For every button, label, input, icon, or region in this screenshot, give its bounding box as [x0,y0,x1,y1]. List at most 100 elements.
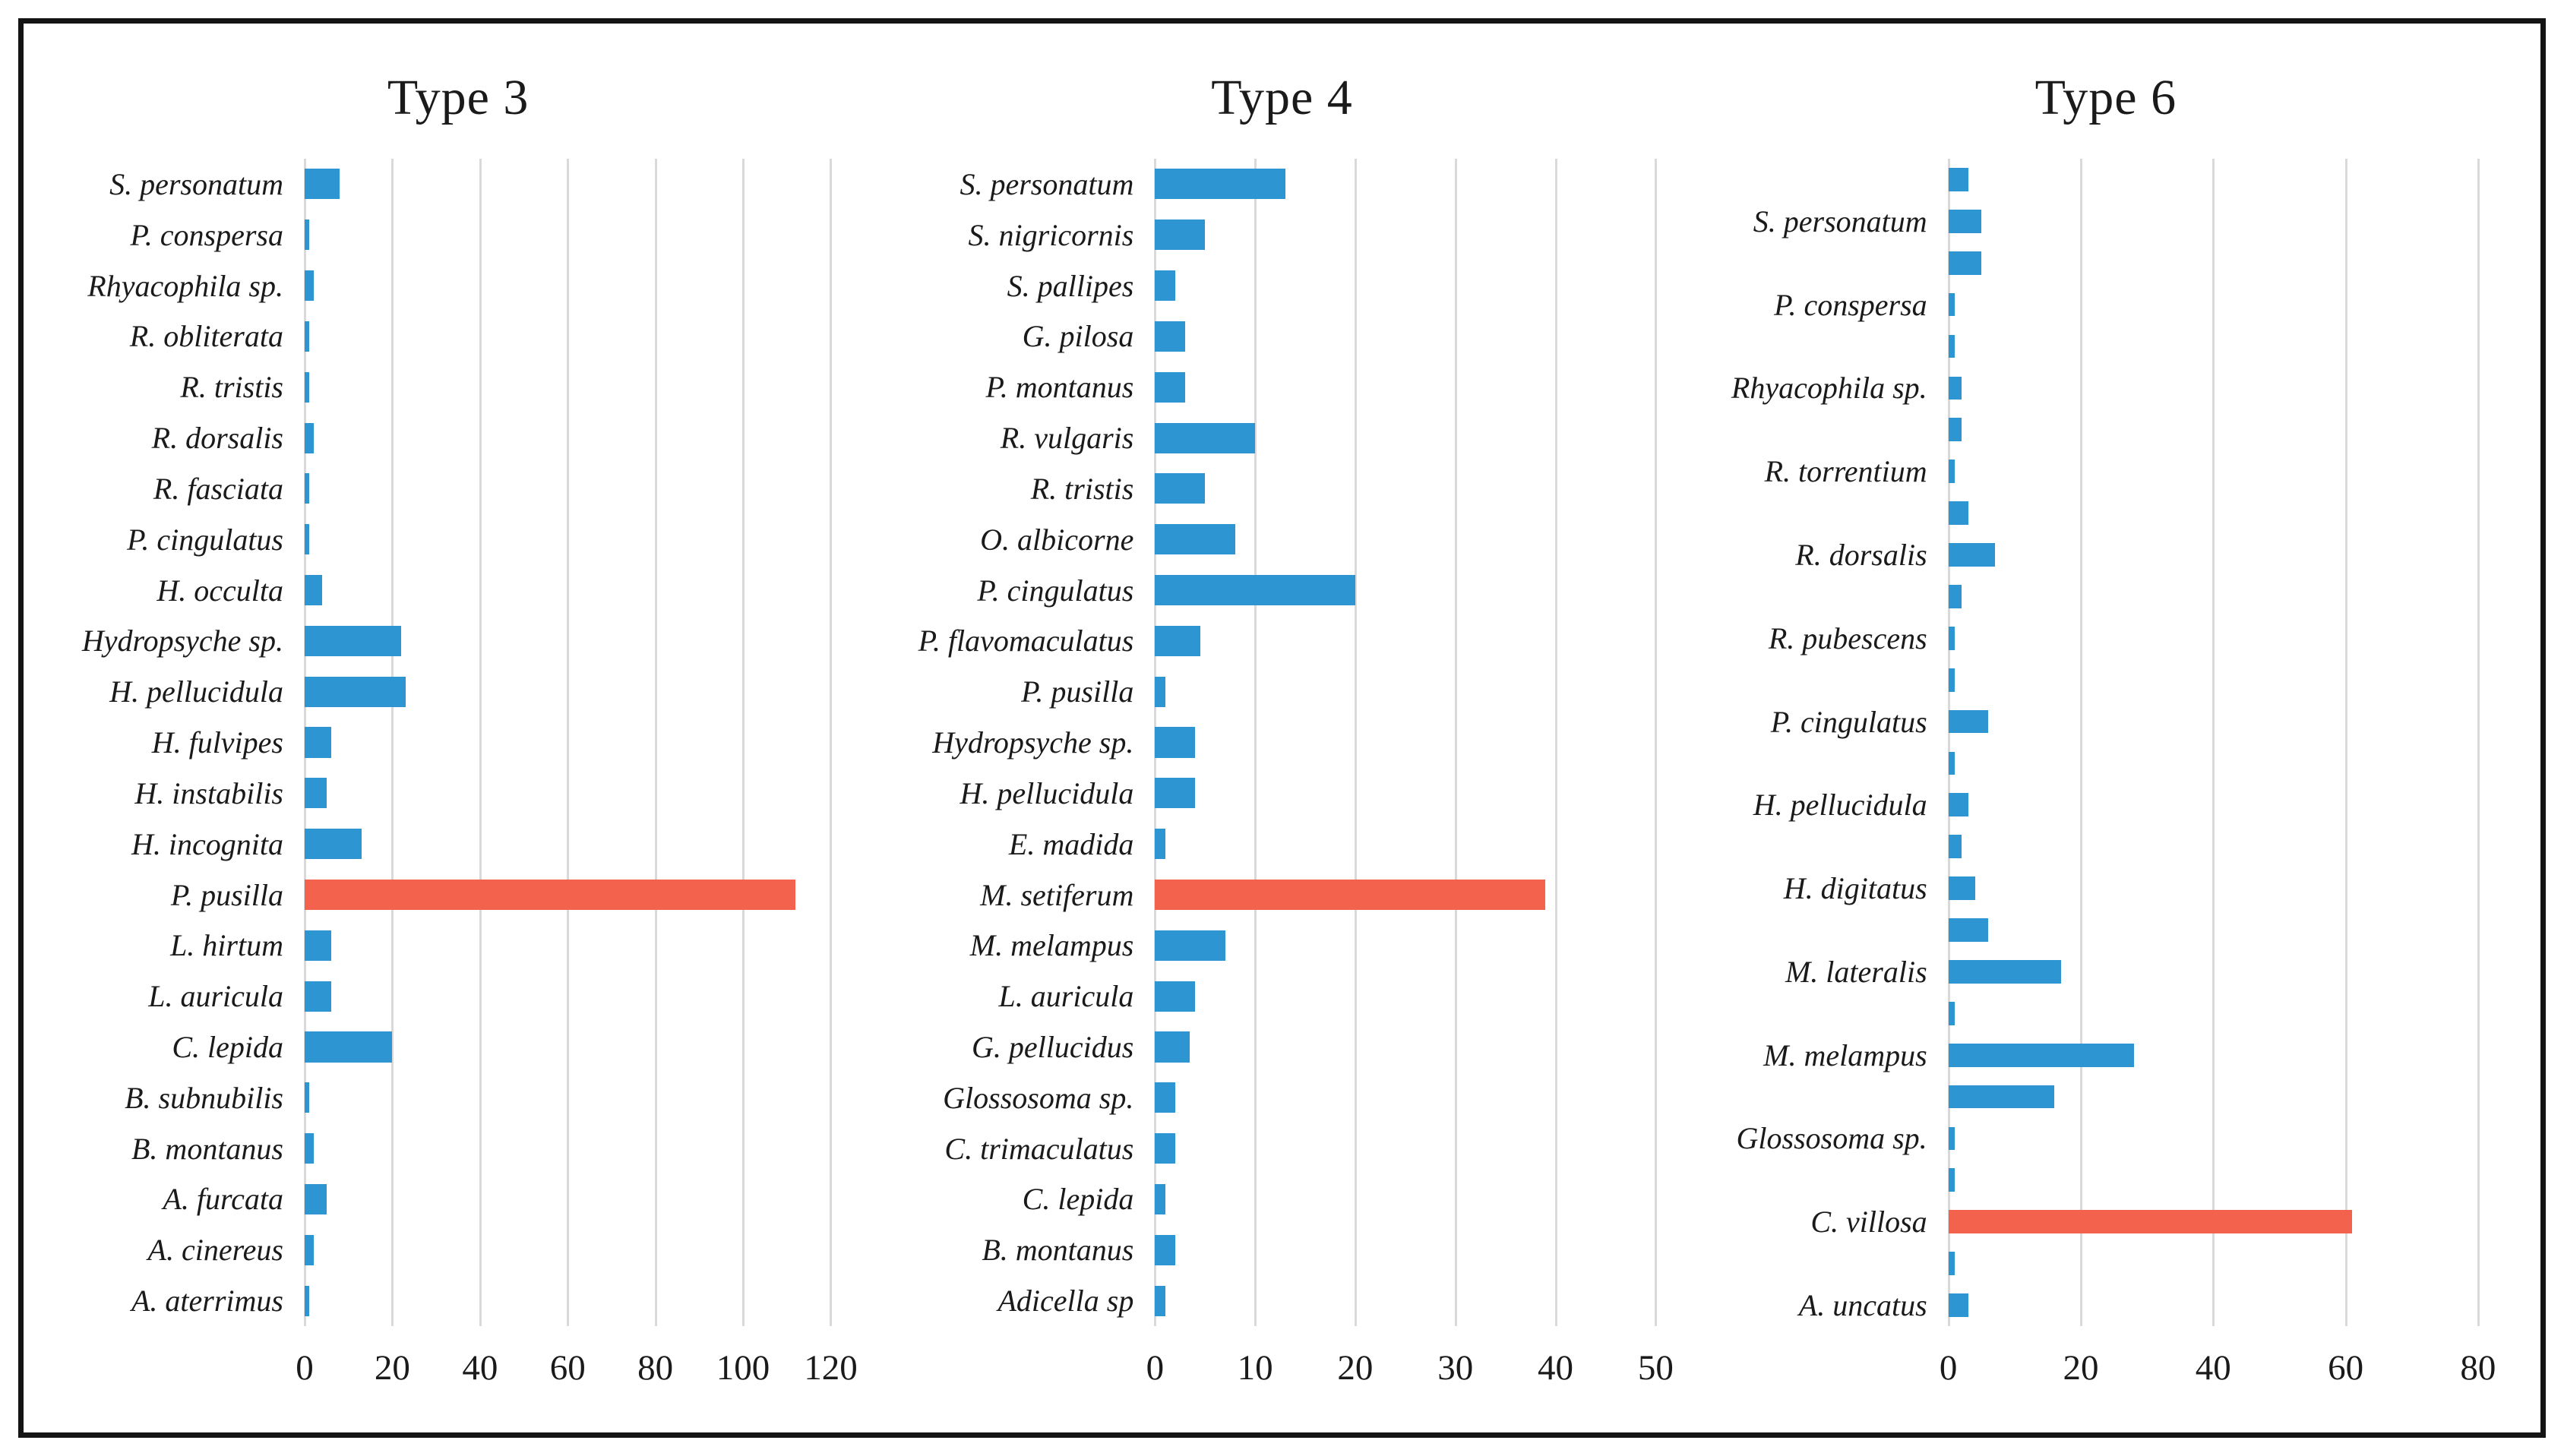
bar-r-dorsalis [1948,543,1995,567]
bar-row [1155,819,1678,870]
bar-hydropsyche-sp. [305,625,401,656]
species-label: R. fasciata [153,471,283,506]
bar-b-montanus [1155,1234,1175,1265]
bar-row [1155,311,1678,362]
species-label: S. personatum [1753,204,1927,238]
species-label: R. vulgaris [1000,421,1134,456]
bar-row [1948,1034,2502,1076]
x-tick-label: 100 [716,1348,770,1388]
bar-row [1155,565,1678,616]
species-label: R. dorsalis [151,421,283,456]
bar-g-pellucidus [1155,1031,1190,1063]
bar-row [1948,659,2502,701]
bar-row [305,261,855,311]
bar-row [1155,1022,1678,1072]
bar-m-melampus [1155,930,1225,961]
species-label: P. flavomaculatus [918,624,1134,659]
bar-row [1155,666,1678,717]
species-label-empty [1709,1159,1949,1201]
bar-s-nigricornis [1155,220,1206,251]
species-label: Hydropsyche sp. [81,624,283,659]
bar-row [1948,784,2502,826]
bar-c-trimaculatus [1155,1133,1175,1164]
chart-panel-type-4: Type 4 S. personatum S. nigricornis S. pal… [870,43,1693,1402]
bar [1948,668,1955,692]
bar [1948,168,1968,191]
bar-row [305,1123,855,1174]
bar [1948,501,1968,525]
species-label: M. setiferum [980,877,1134,912]
species-label: Rhyacophila sp. [1731,371,1927,406]
bar-row [305,565,855,616]
species-label: A. uncatus [1798,1287,1927,1322]
chart-title: Type 4 [1211,70,1353,125]
bar-row [1948,701,2502,743]
bar-row [305,1275,855,1326]
bar-row [1948,867,2502,909]
species-label: C. trimaculatus [944,1131,1134,1166]
species-label: H. pellucidula [1753,788,1927,823]
bar-row [1948,826,2502,867]
bar-s-personatum [1155,169,1285,200]
bar-row [305,666,855,717]
species-label: M. melampus [1763,1038,1927,1072]
x-tick-label: 20 [2063,1348,2099,1388]
bar-area [1947,159,2502,1326]
bar-row [1155,717,1678,768]
bar-row [305,819,855,870]
bar-row [1155,1123,1678,1174]
bar-row [1948,1284,2502,1326]
x-tick-label: 60 [549,1348,586,1388]
x-tick-label: 20 [1337,1348,1374,1388]
plot-area: S. personatum P. conspersa Rhyacophila sp.… [1709,159,2502,1326]
species-label: H. digitatus [1783,871,1927,906]
bar-c-villosa [1948,1210,2353,1234]
species-label: L. hirtum [170,928,283,963]
bar-row [1155,768,1678,819]
bar [1948,1252,1955,1275]
species-label: Glossosoma sp. [1736,1121,1927,1156]
species-label: P. conspersa [130,217,283,252]
gridline [1354,159,1357,1326]
species-label: P. pusilla [1021,674,1134,709]
bar-row [1155,463,1678,514]
bar-h-pellucidula [1155,778,1196,809]
bar-h-fulvipes [305,727,331,758]
bar-a-aterrimus [305,1285,309,1316]
bar-row [305,210,855,261]
bar-row [1948,617,2502,659]
species-label: Adicella sp [997,1284,1134,1319]
species-label: H. pellucidula [109,674,283,709]
bar-row [1948,284,2502,326]
species-label-empty [1709,409,1949,450]
bar-area [1154,159,1678,1326]
bar [1948,918,1988,942]
species-label: G. pellucidus [972,1029,1134,1064]
x-tick-label: 10 [1237,1348,1273,1388]
chart-title: Type 3 [387,70,530,125]
bar-h-pellucidula [1948,793,1968,817]
species-label: R. tristis [180,370,283,405]
gridline [479,159,482,1326]
x-axis-ticks: 0 20 40 60 80 100 120 [296,1326,857,1402]
bar-p-cingulatus [1155,574,1355,606]
bar-row [305,870,855,921]
species-labels-column: S. personatum S. nigricornis S. pallipes G.… [885,159,1155,1326]
species-label: S. nigricornis [968,217,1134,252]
x-axis-spacer [1709,1326,1949,1402]
bar-row [305,159,855,210]
bar-p-montanus [1155,371,1185,403]
bars-layer [1155,159,1678,1326]
bar-h-pellucidula [305,676,406,707]
bar-row [1948,242,2502,284]
x-tick-label: 0 [1939,1348,1958,1388]
bar [1948,1168,1955,1192]
bar-p-conspersa [305,220,309,251]
species-label: R. dorsalis [1795,537,1927,572]
bar-row [305,412,855,463]
species-label-empty [1709,492,1949,534]
bar-r-tristis [305,371,309,403]
bar-row [1155,971,1678,1022]
species-label-empty [1709,826,1949,867]
plot-area: S. personatum P. conspersa Rhyacophila sp.… [62,159,855,1326]
